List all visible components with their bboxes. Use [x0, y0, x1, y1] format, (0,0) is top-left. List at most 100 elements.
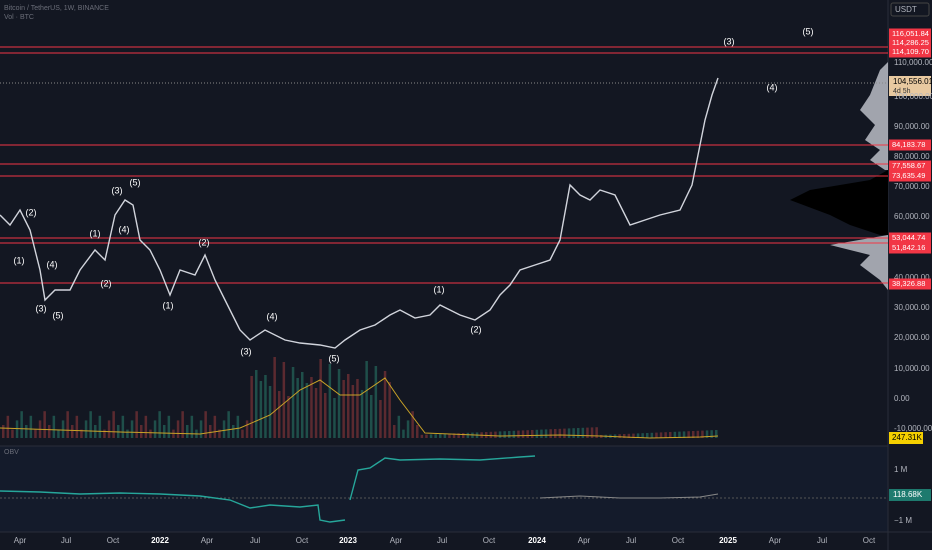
wave-label: (1) [434, 284, 445, 294]
volume-bar [6, 415, 10, 438]
volume-bar [34, 429, 37, 438]
wave-label: (1) [90, 228, 101, 238]
volume-bar [558, 428, 562, 438]
volume-bar [443, 433, 447, 438]
wave-label: (1) [14, 255, 25, 265]
volume-bar [84, 420, 88, 438]
level-box [889, 242, 931, 254]
volume-bar [567, 428, 571, 438]
volume-bar [310, 377, 313, 438]
price-tick-label: 10,000.00 [894, 364, 930, 373]
symbol: Bitcoin / TetherUS, 1W, BINANCE [4, 5, 109, 12]
x-tick-label: Jul [626, 536, 636, 545]
volume-bar [696, 430, 700, 438]
x-tick-label: Jul [817, 536, 827, 545]
volume-bar [623, 434, 626, 438]
wave-label: (2) [199, 237, 210, 247]
volume-bar [66, 411, 69, 438]
level-box [889, 232, 931, 244]
volume-bar [406, 420, 410, 438]
level-box [889, 160, 931, 172]
wave-label: (2) [101, 278, 112, 288]
volume-bar [526, 430, 529, 438]
volume-bar [466, 432, 470, 438]
volume-bar [181, 411, 184, 438]
price-tick-label: 60,000.00 [894, 212, 930, 221]
volume-bar [250, 376, 253, 438]
volume-bar [636, 433, 640, 438]
currency-box[interactable] [890, 2, 930, 17]
volume-bar [374, 366, 378, 438]
wave-label: (4) [767, 82, 778, 92]
last-price: 104,556.01 [893, 77, 932, 86]
level-box [889, 46, 931, 58]
volume-bar [586, 427, 589, 438]
price-tick-label: 70,000.00 [894, 182, 930, 191]
volume-bar [512, 430, 516, 438]
volume-bar [701, 430, 704, 438]
volume-bar [236, 415, 240, 438]
volume-bar [61, 420, 65, 438]
level-box [889, 170, 931, 182]
level-label: 114,109.70 [892, 47, 929, 56]
volume-bar [682, 431, 686, 438]
volume-bar [135, 411, 138, 438]
volume-bar [218, 429, 221, 438]
volume-bar [521, 430, 525, 438]
volume-bar [103, 429, 106, 438]
volume-bar [333, 398, 336, 438]
volume-bar [158, 411, 161, 438]
pane-axis-label: −1 M [894, 516, 912, 525]
wave-label: (3) [241, 346, 252, 356]
volume-bar [425, 434, 428, 438]
volume-bar [167, 415, 171, 438]
volume-bar [52, 415, 56, 438]
volume-bar [25, 425, 28, 438]
volume-bar [296, 378, 299, 438]
wave-label: (5) [130, 177, 141, 187]
volume-bar [48, 425, 51, 438]
volume-bar [314, 388, 318, 438]
price-tick-label: 20,000.00 [894, 333, 930, 342]
volume-bar [383, 371, 387, 438]
obv-line [349, 455, 536, 501]
level-box [889, 278, 931, 290]
wave-label: (4) [267, 311, 278, 321]
pane-title: OBV [4, 449, 19, 456]
volume-bar [563, 428, 566, 438]
level-box [889, 37, 931, 49]
wave-label: (2) [471, 324, 482, 334]
price-tick-label: 100,000.00 [894, 92, 932, 101]
volume-bar [370, 395, 373, 438]
currency[interactable]: USDT [895, 5, 917, 14]
volume-bar [705, 430, 709, 438]
volume-bar [365, 361, 368, 438]
volume-bar [149, 429, 152, 438]
x-tick-label: Oct [863, 536, 876, 545]
volume-bar [646, 433, 649, 438]
price-tick-label: 90,000.00 [894, 122, 930, 131]
x-tick-label: 2023 [339, 536, 357, 545]
volume-bar [517, 430, 520, 438]
obv-line [0, 490, 346, 523]
volume-bar [305, 383, 309, 438]
x-tick-label: Apr [390, 536, 403, 545]
volume-bar [20, 411, 23, 438]
x-tick-label: Jul [437, 536, 447, 545]
volume-bar [549, 429, 552, 438]
pane-value: 118.68K [893, 490, 923, 499]
levels [0, 46, 888, 284]
volume-label: 247.31K [892, 433, 922, 442]
volume-bar [29, 415, 33, 438]
level-label: 116,051.84 [892, 29, 929, 38]
volume-bar [650, 432, 654, 438]
volume-bar [397, 415, 401, 438]
volume-bar [186, 425, 189, 438]
wave-label: (3) [724, 36, 735, 46]
volume-bar [489, 431, 493, 438]
volume-profile [790, 170, 888, 235]
volume-bar [655, 432, 658, 438]
x-tick-label: Apr [769, 536, 782, 545]
last-price-box [889, 76, 931, 96]
